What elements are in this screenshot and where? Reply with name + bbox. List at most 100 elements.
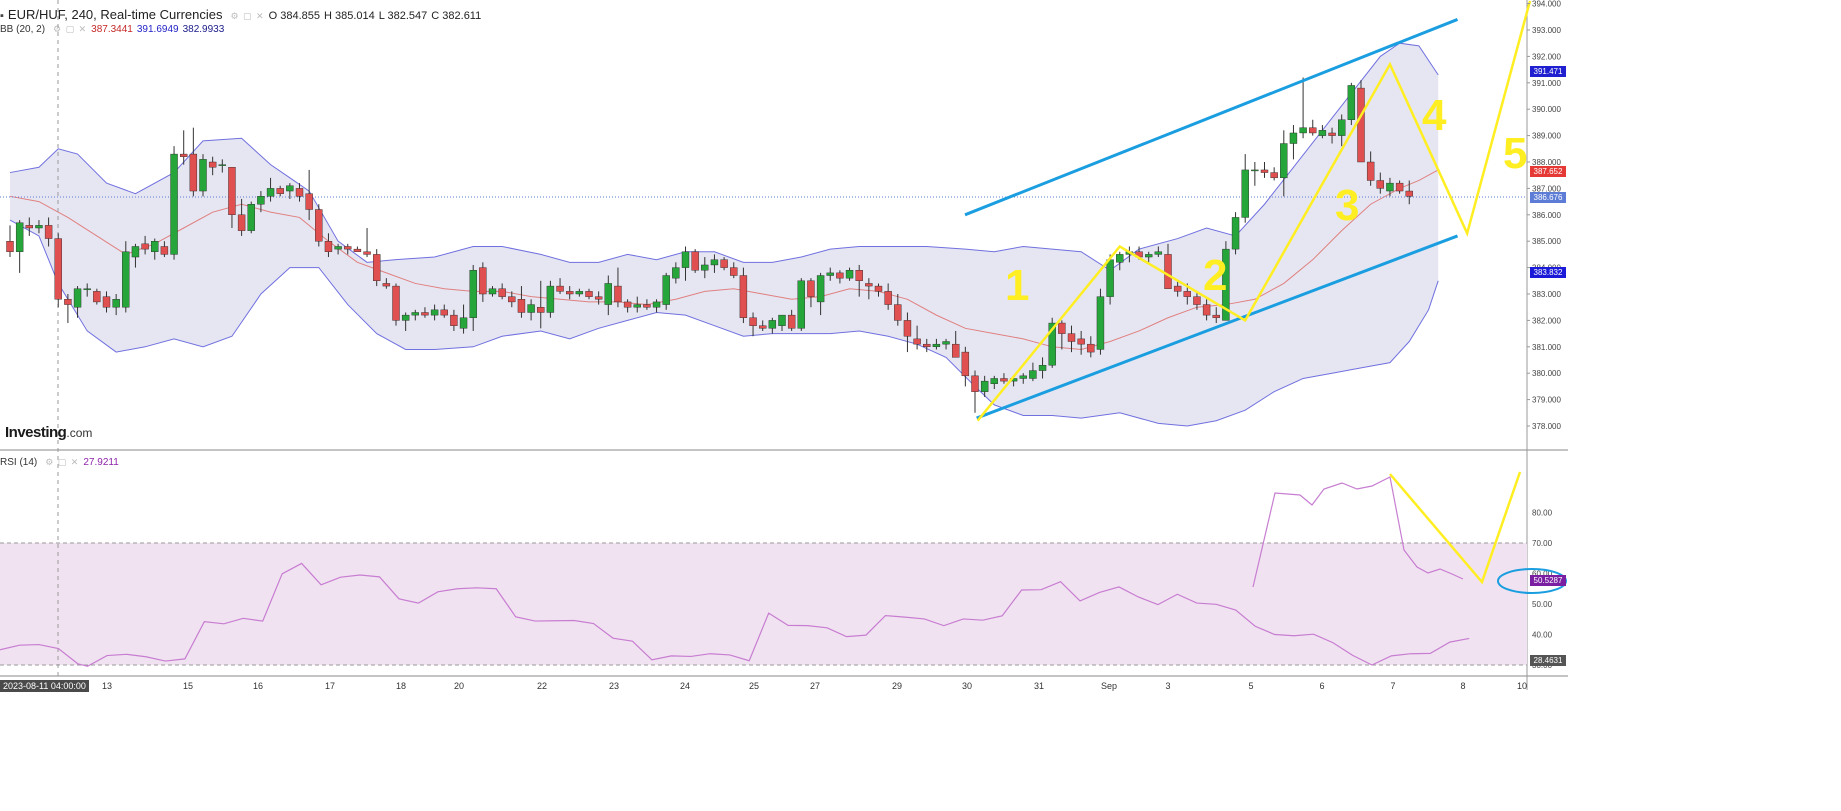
- candle-body: [430, 309, 439, 316]
- price-tick: 386.000: [1532, 211, 1561, 220]
- time-tick: 30: [962, 681, 972, 691]
- rsi-highlight-ellipse: [1497, 568, 1567, 594]
- candle-body: [1309, 127, 1317, 134]
- price-tick: 385.000: [1532, 237, 1561, 246]
- time-tick: 29: [892, 681, 902, 691]
- time-tick: 13: [102, 681, 112, 691]
- wave-label-5: 5: [1503, 129, 1527, 178]
- candle-body: [151, 240, 159, 252]
- candle-body: [1405, 190, 1413, 197]
- candle-body: [170, 153, 178, 255]
- candle-body: [623, 301, 632, 308]
- price-tick: 392.000: [1532, 52, 1561, 61]
- candle-body: [807, 280, 815, 297]
- legend-settings-icon[interactable]: ⚙ ▢ ✕: [230, 11, 265, 21]
- high-value: H 385.014: [323, 10, 375, 22]
- candle-body: [923, 343, 931, 348]
- candle-body: [845, 270, 854, 279]
- candle-body: [594, 296, 603, 300]
- open-value: O 384.855: [268, 10, 320, 22]
- candle-body: [720, 259, 728, 268]
- bb-settings-icon[interactable]: ⚙ ▢ ✕: [53, 24, 88, 34]
- candle-body: [797, 280, 805, 329]
- bb-legend: BB (20, 2) ⚙ ▢ ✕ 387.3441 391.6949 382.9933: [0, 24, 228, 35]
- candle-body: [498, 288, 506, 297]
- symbol-title: EUR/HUF, 240, Real-time Currencies: [7, 7, 223, 22]
- candle-body: [1222, 248, 1230, 321]
- candle-body: [585, 291, 593, 297]
- candle-body: [942, 341, 950, 345]
- candle-body: [1366, 161, 1375, 181]
- candle-body: [517, 299, 526, 313]
- rsi-tick: 70.00: [1532, 539, 1553, 548]
- candle-body: [604, 283, 612, 305]
- price-tick: 394.000: [1532, 0, 1561, 9]
- candle-body: [218, 164, 227, 166]
- candle-body: [749, 317, 757, 326]
- candle-body: [295, 188, 304, 197]
- candle-body: [450, 314, 458, 326]
- candle-body: [1144, 254, 1153, 258]
- time-tick: 16: [253, 681, 263, 691]
- candle-body: [1106, 259, 1114, 297]
- candle-body: [1077, 338, 1085, 345]
- bb-upper-price-tag: 391.471: [1530, 66, 1566, 77]
- rsi-low-price-tag: 28.4631: [1530, 655, 1566, 666]
- candle-body: [826, 272, 834, 276]
- time-tick: 23: [609, 681, 619, 691]
- candle-body: [44, 225, 53, 239]
- candle-body: [64, 299, 72, 305]
- candle-body: [353, 248, 362, 252]
- candle-body: [710, 259, 719, 266]
- trend-channel-lower: [976, 234, 1459, 420]
- time-tick: 27: [810, 681, 820, 691]
- candle-body: [894, 304, 902, 321]
- candle-body: [778, 314, 786, 326]
- candle-body: [35, 225, 43, 229]
- candle-body: [131, 246, 140, 258]
- candle-body: [681, 251, 690, 268]
- time-tick: 15: [183, 681, 193, 691]
- candle-body: [701, 264, 709, 271]
- candle-body: [1337, 119, 1346, 136]
- candle-body: [546, 285, 555, 313]
- price-tick: 379.000: [1532, 396, 1561, 405]
- rsi-projection-path: [1389, 471, 1522, 585]
- chart-canvas[interactable]: 1 2345378.000379.000380.000381.000382.000…: [0, 0, 1568, 691]
- candle-body: [990, 378, 998, 384]
- candle-body: [199, 159, 207, 192]
- candle-body: [1058, 322, 1066, 334]
- candle-body: [1260, 169, 1269, 173]
- candle-body: [691, 251, 699, 271]
- time-tick: 20: [454, 681, 464, 691]
- candle-body: [874, 285, 883, 292]
- candle-body: [980, 380, 989, 392]
- candle-body: [1270, 172, 1278, 179]
- candle-body: [208, 161, 217, 168]
- candle-body: [952, 343, 960, 358]
- time-tick: 6: [1319, 681, 1324, 691]
- candle-body: [93, 291, 101, 303]
- symbol-legend: ▪ EUR/HUF, 240, Real-time Currencies ⚙ ▢ ✕…: [0, 7, 485, 22]
- candle-body: [373, 254, 381, 281]
- price-tick: 382.000: [1532, 316, 1561, 325]
- candle-body: [237, 214, 246, 231]
- candle-body: [15, 222, 24, 252]
- candle-body: [768, 320, 777, 329]
- candle-body: [556, 285, 564, 292]
- rsi-settings-icon[interactable]: ⚙ ▢ ✕: [45, 457, 80, 467]
- candle-body: [421, 312, 429, 316]
- candle-body: [1193, 296, 1201, 305]
- candle-body: [1231, 217, 1240, 250]
- price-tick: 383.000: [1532, 290, 1561, 299]
- candle-body: [401, 314, 410, 321]
- candle-body: [1328, 132, 1336, 136]
- candle-body: [1096, 296, 1105, 350]
- candle-body: [643, 304, 651, 308]
- price-tick: 389.000: [1532, 132, 1561, 141]
- candle-body: [836, 272, 844, 279]
- candle-body: [865, 283, 873, 287]
- candle-body: [971, 375, 979, 392]
- candle-body: [903, 320, 912, 337]
- rsi-tick: 40.00: [1532, 631, 1553, 640]
